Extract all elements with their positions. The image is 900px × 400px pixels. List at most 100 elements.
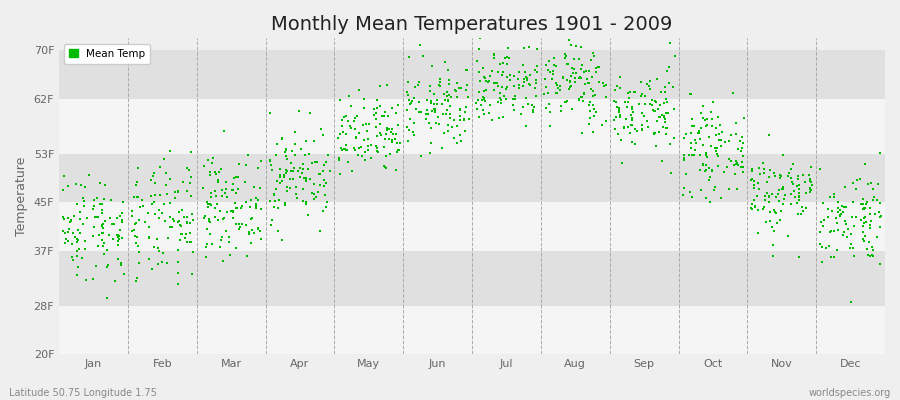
Point — [316, 208, 330, 215]
Point — [351, 130, 365, 136]
Point — [844, 231, 859, 238]
Point — [274, 177, 289, 184]
Point — [856, 229, 870, 235]
Point — [761, 131, 776, 138]
Point — [752, 165, 767, 171]
Point — [182, 167, 196, 173]
Point — [284, 168, 298, 174]
Point — [863, 221, 878, 228]
Point — [548, 63, 562, 69]
Point — [180, 214, 194, 220]
Point — [642, 83, 656, 89]
Point — [289, 190, 303, 197]
Point — [382, 136, 397, 142]
Point — [613, 74, 627, 80]
Point — [311, 171, 326, 177]
Point — [650, 76, 664, 83]
Point — [613, 85, 627, 92]
Point — [583, 115, 598, 121]
Point — [871, 209, 886, 215]
Point — [634, 127, 649, 133]
Point — [853, 200, 868, 207]
Point — [575, 94, 590, 100]
Point — [511, 69, 526, 76]
Point — [568, 75, 582, 81]
Point — [298, 152, 312, 158]
Point — [821, 214, 835, 220]
Point — [356, 122, 371, 128]
Point — [128, 221, 142, 227]
Point — [379, 152, 393, 159]
Point — [211, 179, 225, 186]
Point — [312, 171, 327, 178]
Point — [773, 172, 788, 178]
Point — [378, 109, 392, 115]
Point — [735, 163, 750, 170]
Point — [78, 183, 93, 190]
Point — [292, 174, 307, 180]
Point — [345, 125, 359, 131]
Point — [148, 199, 162, 205]
Point — [864, 252, 878, 258]
Point — [457, 116, 472, 123]
Point — [249, 205, 264, 212]
Point — [863, 224, 878, 231]
Point — [384, 137, 399, 143]
Point — [356, 105, 371, 112]
Point — [862, 205, 877, 211]
Point — [299, 199, 313, 206]
Point — [251, 226, 266, 232]
Point — [185, 211, 200, 217]
Point — [174, 223, 188, 229]
Point — [685, 152, 699, 158]
Point — [621, 90, 635, 96]
Point — [676, 155, 690, 161]
Point — [786, 161, 800, 168]
Point — [776, 152, 790, 158]
Point — [224, 208, 238, 214]
Point — [369, 97, 383, 104]
Point — [645, 107, 660, 113]
Point — [860, 180, 875, 187]
Point — [563, 82, 578, 89]
Point — [374, 121, 388, 127]
Point — [177, 213, 192, 220]
Point — [476, 64, 491, 71]
Point — [516, 62, 530, 68]
Point — [148, 211, 163, 218]
Point — [557, 51, 572, 57]
Point — [770, 219, 784, 226]
Point — [247, 230, 261, 236]
Point — [709, 144, 724, 151]
Point — [612, 104, 626, 111]
Point — [794, 211, 808, 217]
Point — [666, 84, 680, 90]
Point — [564, 73, 579, 80]
Point — [130, 194, 144, 200]
Point — [301, 212, 315, 218]
Point — [136, 203, 150, 209]
Point — [590, 68, 604, 75]
Point — [819, 245, 833, 252]
Point — [635, 110, 650, 116]
Point — [373, 83, 387, 90]
Point — [698, 162, 713, 169]
Point — [539, 104, 554, 111]
Point — [634, 92, 648, 99]
Point — [148, 180, 162, 186]
Point — [268, 152, 283, 158]
Point — [621, 99, 635, 105]
Point — [567, 65, 581, 72]
Point — [667, 135, 681, 141]
Point — [865, 244, 879, 251]
Point — [577, 91, 591, 97]
Point — [226, 215, 240, 221]
Point — [577, 90, 591, 97]
Point — [145, 266, 159, 272]
Point — [613, 112, 627, 118]
Point — [528, 80, 543, 86]
Point — [168, 188, 183, 195]
Point — [113, 262, 128, 268]
Point — [91, 242, 105, 249]
Point — [758, 193, 772, 199]
